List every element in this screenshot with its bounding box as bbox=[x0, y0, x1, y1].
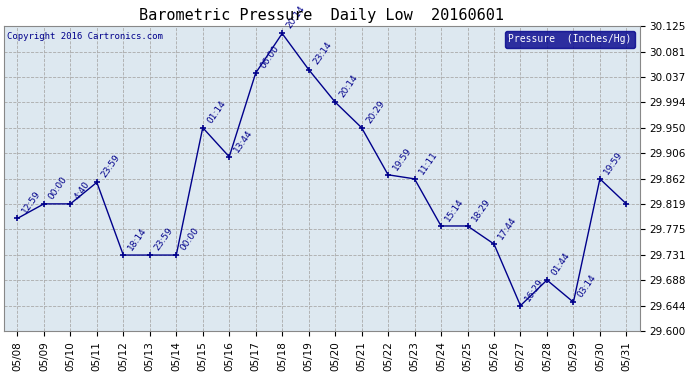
Text: 11:11: 11:11 bbox=[417, 150, 440, 176]
Text: 06:00: 06:00 bbox=[258, 44, 281, 70]
Text: 13:44: 13:44 bbox=[232, 128, 254, 154]
Text: 18:14: 18:14 bbox=[126, 226, 148, 252]
Text: 00:00: 00:00 bbox=[179, 226, 201, 252]
Text: 20:29: 20:29 bbox=[364, 99, 386, 125]
Text: 01:14: 01:14 bbox=[206, 99, 228, 125]
Text: 20:14: 20:14 bbox=[338, 73, 360, 99]
Text: 19:59: 19:59 bbox=[602, 150, 624, 176]
Text: 23:59: 23:59 bbox=[99, 153, 121, 180]
Title: Barometric Pressure  Daily Low  20160601: Barometric Pressure Daily Low 20160601 bbox=[139, 8, 504, 23]
Text: 18:29: 18:29 bbox=[470, 197, 492, 223]
Text: Copyright 2016 Cartronics.com: Copyright 2016 Cartronics.com bbox=[8, 32, 164, 41]
Text: 23:14: 23:14 bbox=[311, 40, 333, 67]
Text: 20:14: 20:14 bbox=[285, 4, 307, 31]
Text: 17:44: 17:44 bbox=[497, 215, 519, 241]
Text: 00:00: 00:00 bbox=[46, 175, 69, 201]
Text: 4:40: 4:40 bbox=[73, 180, 92, 201]
Text: 16:29: 16:29 bbox=[523, 276, 545, 303]
Legend: Pressure  (Inches/Hg): Pressure (Inches/Hg) bbox=[504, 31, 635, 48]
Text: 15:14: 15:14 bbox=[444, 197, 466, 223]
Text: 03:14: 03:14 bbox=[576, 273, 598, 299]
Text: 12:59: 12:59 bbox=[20, 189, 42, 216]
Text: 01:44: 01:44 bbox=[550, 251, 571, 277]
Text: 23:59: 23:59 bbox=[152, 226, 175, 252]
Text: 19:59: 19:59 bbox=[391, 146, 413, 172]
